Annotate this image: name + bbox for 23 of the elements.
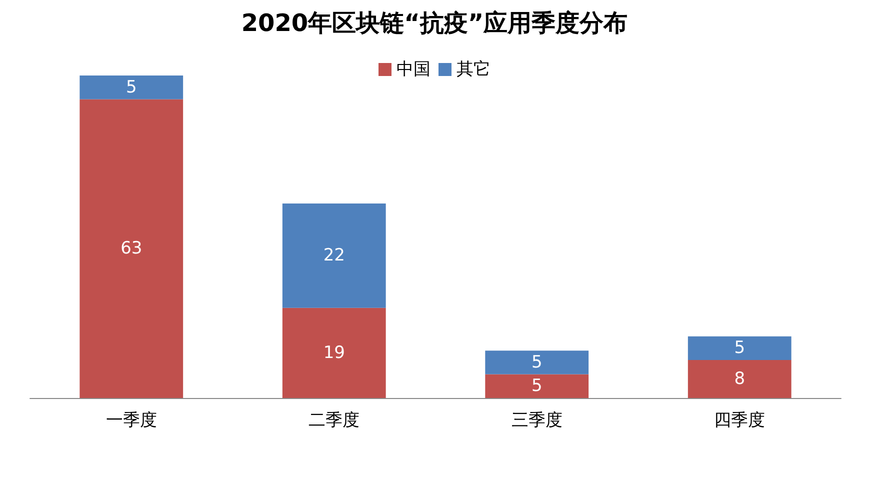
data-label: 5 bbox=[734, 338, 746, 358]
data-label: 5 bbox=[531, 376, 542, 396]
x-tick-label: 一季度 bbox=[106, 410, 157, 430]
data-label: 5 bbox=[126, 77, 137, 98]
data-label: 5 bbox=[531, 352, 542, 372]
bar bbox=[80, 99, 184, 398]
bar bbox=[485, 350, 589, 374]
bar bbox=[485, 374, 589, 398]
chart-title: 2020年区块链“抗疫”应用季度分布 bbox=[241, 9, 628, 37]
x-tick-label: 四季度 bbox=[714, 410, 766, 430]
x-tick-label: 三季度 bbox=[511, 410, 562, 430]
bar bbox=[282, 308, 386, 398]
data-label: 19 bbox=[323, 342, 345, 363]
data-label: 8 bbox=[734, 369, 746, 390]
legend-label: 中国 bbox=[396, 60, 430, 80]
x-tick-label: 二季度 bbox=[308, 410, 360, 430]
data-label: 22 bbox=[323, 246, 345, 266]
data-label: 63 bbox=[120, 238, 142, 259]
bar bbox=[80, 75, 184, 100]
legend-label: 其它 bbox=[456, 60, 490, 80]
bar bbox=[282, 204, 386, 308]
bar bbox=[688, 336, 792, 360]
bar bbox=[688, 360, 792, 398]
